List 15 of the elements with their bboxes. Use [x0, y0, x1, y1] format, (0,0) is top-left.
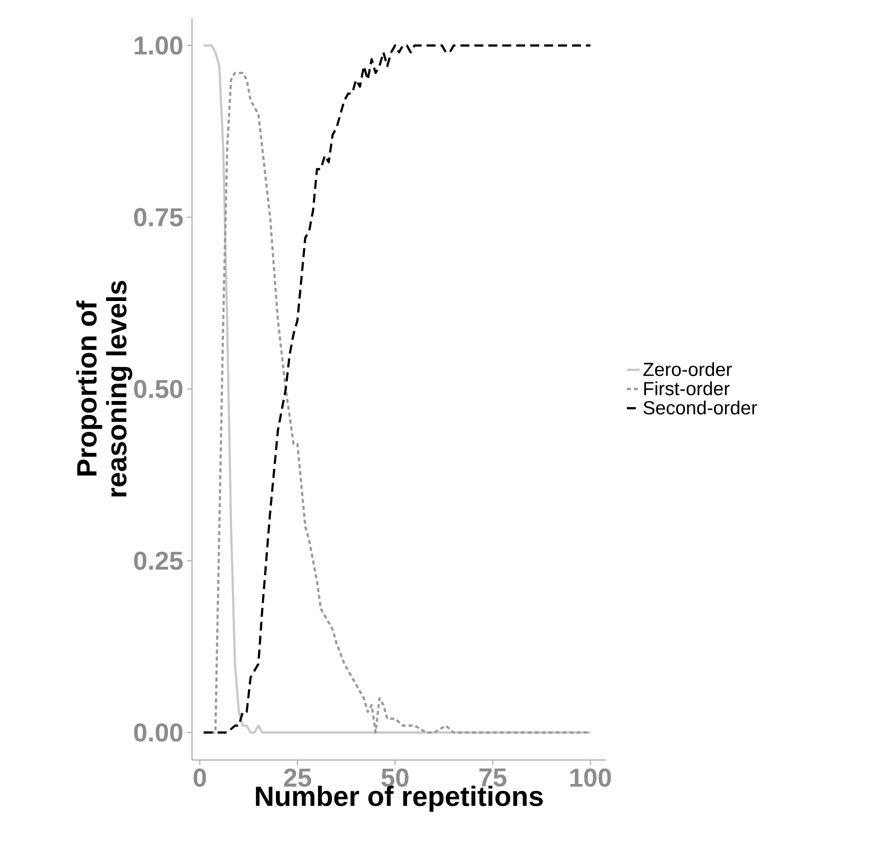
- x-tick-label: 50: [381, 768, 408, 787]
- y-tick-label: 0.75: [134, 208, 183, 226]
- y-tick-label: 1.00: [134, 36, 182, 55]
- y-axis-title: Proportion of reasoning levels: [76, 280, 132, 496]
- y-tick-label: 0.50: [134, 380, 182, 398]
- legend-label: Zero-order: [643, 362, 732, 376]
- y-tick-label: 0.00: [134, 723, 182, 742]
- x-tick-label: 0: [194, 768, 206, 787]
- legend-label: First-order: [644, 381, 730, 396]
- x-tick-label: 75: [479, 768, 506, 787]
- x-tick-label: 100: [570, 768, 611, 787]
- y-tick-label: 0.25: [134, 552, 183, 570]
- legend-label: Second-order: [644, 400, 758, 414]
- x-axis-title: Number of repetitions: [256, 786, 543, 812]
- x-tick-label: 25: [284, 768, 312, 787]
